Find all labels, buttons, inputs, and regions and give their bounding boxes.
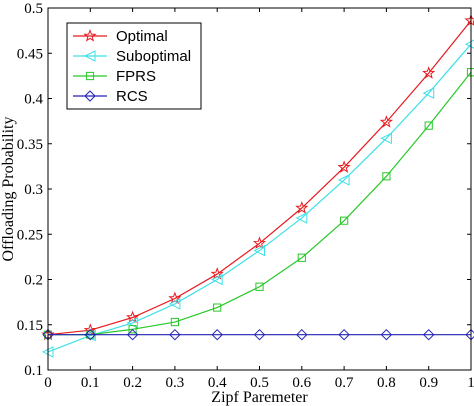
data-point-optimal — [83, 323, 97, 336]
data-point-suboptimal — [380, 132, 392, 145]
legend-marker-optimal — [83, 29, 97, 42]
y-tick-label: 0.5 — [24, 1, 43, 17]
y-tick-label: 0.1 — [24, 363, 43, 379]
data-point-rcs — [211, 328, 223, 341]
data-point-fprs — [340, 216, 349, 225]
legend-label-suboptimal: Suboptimal — [116, 48, 191, 65]
legend-marker-rcs — [84, 90, 96, 102]
legend: Optimal Suboptimal FPRS RCS — [66, 22, 202, 110]
legend-label-fprs: FPRS — [116, 68, 156, 85]
data-point-optimal — [295, 201, 309, 214]
y-tick-label: 0.25 — [17, 227, 43, 243]
x-tick-label: 0.8 — [377, 375, 396, 391]
x-axis-label: Zipf Paremeter — [211, 389, 308, 406]
series-rcs — [42, 328, 474, 341]
x-tick-label: 0.4 — [208, 375, 227, 391]
data-point-suboptimal — [211, 273, 223, 286]
x-tick-label: 1 — [467, 375, 474, 391]
x-tick-label: 0.2 — [123, 375, 142, 391]
legend-marker-suboptimal — [83, 50, 96, 62]
series-fprs — [43, 68, 474, 339]
data-point-suboptimal — [422, 87, 435, 99]
data-point-rcs — [380, 328, 393, 341]
x-tick-label: 0.1 — [81, 375, 100, 391]
legend-marker-fprs — [85, 71, 95, 81]
data-point-rcs — [126, 328, 139, 341]
data-point-suboptimal — [168, 298, 181, 310]
y-tick-label: 0.35 — [17, 137, 43, 153]
series-line-optimal — [47, 20, 472, 336]
data-point-rcs — [253, 328, 266, 341]
series-line-fprs — [48, 71, 472, 336]
data-point-suboptimal — [295, 212, 308, 224]
legend-item-fprs: FPRS — [73, 68, 156, 85]
x-tick-label: 0.3 — [166, 375, 185, 391]
y-tick-label: 0.15 — [17, 318, 43, 334]
data-point-rcs — [296, 328, 308, 341]
y-tick-label: 0.4 — [24, 92, 43, 108]
legend-label-optimal: Optimal — [116, 28, 168, 45]
data-point-fprs — [466, 68, 474, 77]
data-point-rcs — [169, 328, 181, 341]
series-layer — [41, 13, 474, 358]
legend-item-rcs: RCS — [73, 88, 148, 105]
data-point-fprs — [424, 121, 433, 130]
series-line-suboptimal — [47, 43, 472, 353]
y-axis-label: Offloading Probability — [0, 116, 17, 261]
series-optimal — [41, 13, 474, 341]
data-point-fprs — [382, 172, 391, 181]
legend-entries: Optimal Suboptimal FPRS RCS — [73, 28, 191, 105]
legend-item-optimal: Optimal — [73, 28, 168, 45]
x-tick-label: 0.5 — [250, 375, 269, 391]
data-point-optimal — [337, 160, 351, 173]
x-tick-label: 0.6 — [292, 375, 311, 391]
legend-box — [66, 22, 202, 110]
legend-item-suboptimal: Suboptimal — [73, 48, 191, 65]
data-point-optimal — [252, 236, 267, 249]
legend-label-rcs: RCS — [116, 88, 148, 105]
data-point-optimal — [168, 291, 182, 305]
y-tick-label: 0.45 — [17, 46, 43, 62]
y-tick-label: 0.2 — [24, 273, 43, 289]
data-point-rcs — [422, 328, 435, 341]
data-point-fprs — [255, 282, 264, 291]
data-point-optimal — [422, 66, 436, 79]
axes-layer: 0 0.1 0.2 0.3 0.4 0.5 0.6 0.7 0.8 0.9 10.10.150.20… — [17, 1, 474, 391]
data-point-rcs — [338, 328, 350, 341]
data-point-rcs — [84, 328, 97, 341]
data-point-optimal — [126, 310, 140, 324]
x-tick-label: 0.7 — [335, 375, 354, 391]
y-tick-label: 0.3 — [24, 182, 43, 198]
data-point-optimal — [379, 115, 393, 128]
data-point-fprs — [297, 253, 306, 262]
x-tick-label: 0 — [44, 375, 52, 391]
x-tick-label: 0.9 — [419, 375, 438, 391]
data-point-fprs — [213, 303, 222, 312]
data-point-optimal — [210, 267, 224, 280]
data-point-suboptimal — [337, 174, 350, 186]
data-point-suboptimal — [253, 244, 265, 257]
data-point-fprs — [170, 317, 179, 327]
